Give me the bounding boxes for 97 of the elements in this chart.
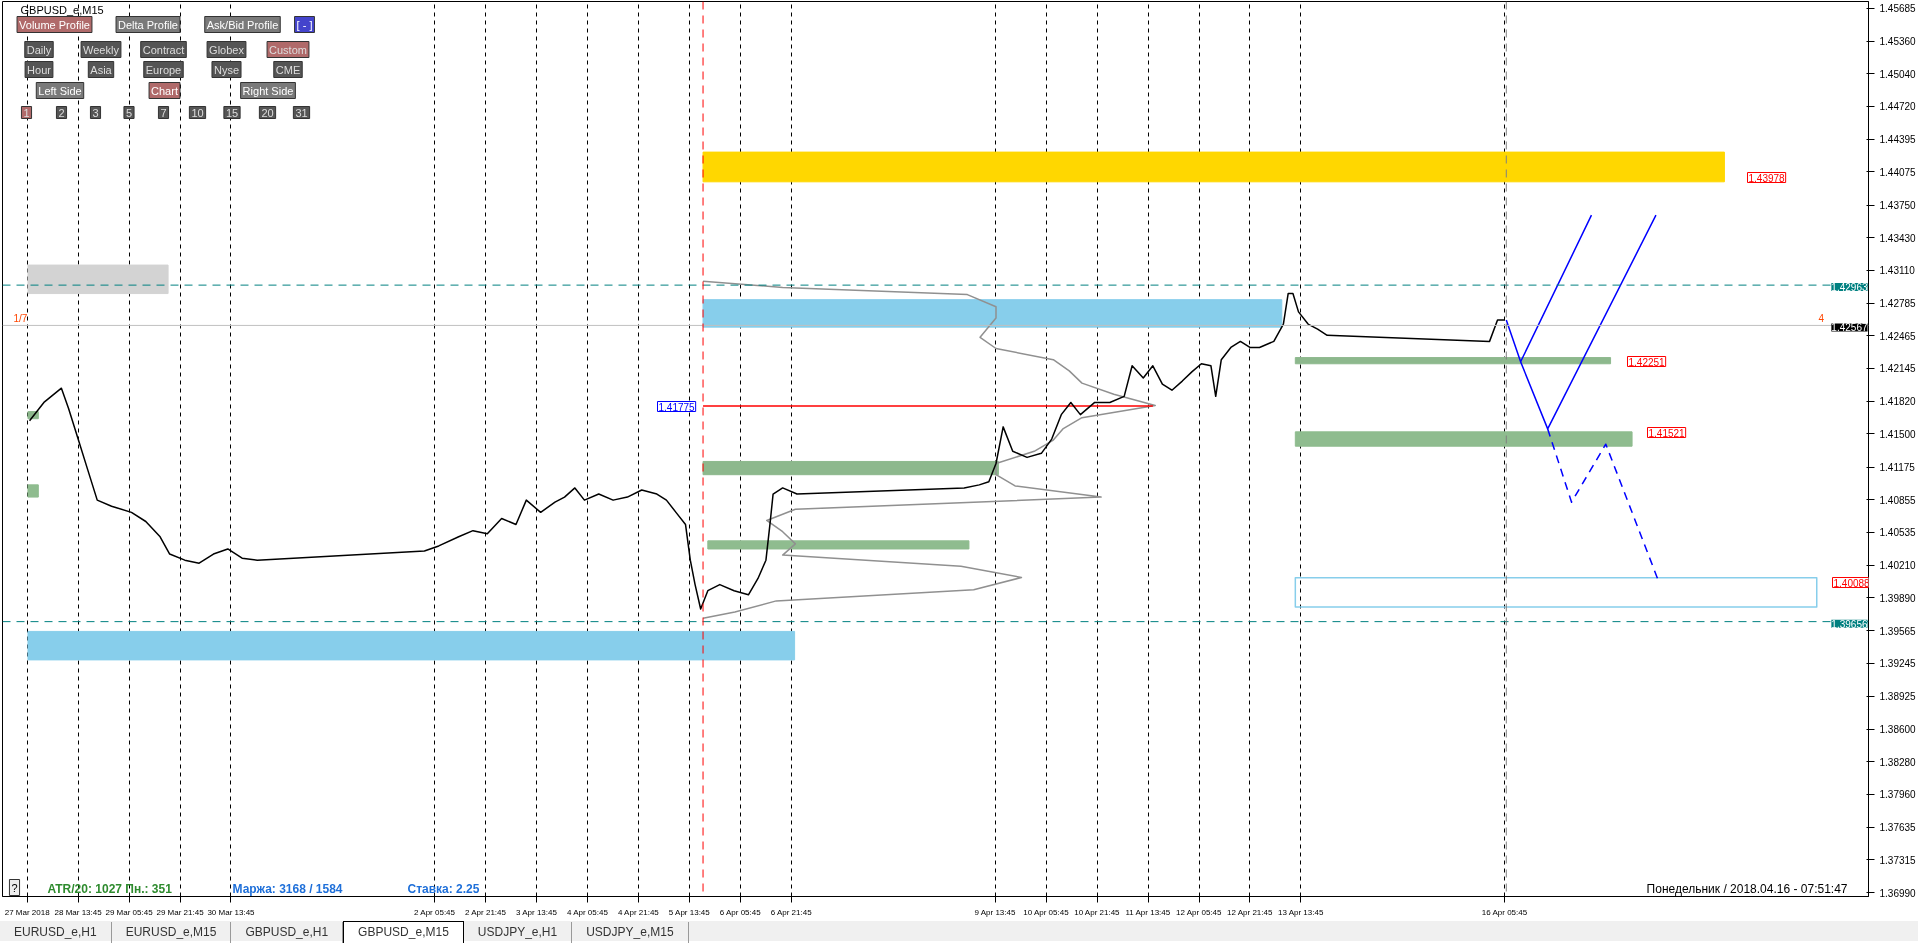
annotation: Nyse <box>213 63 240 76</box>
y-tick-label: 1.38925 <box>1879 691 1917 703</box>
y-tick-label: 1.39890 <box>1879 592 1917 604</box>
y-tick-label: 1.36990 <box>1879 887 1917 899</box>
y-tick-label: 1.37635 <box>1879 822 1917 834</box>
y-tick-label: 1.40855 <box>1879 494 1917 506</box>
annotation: Globex <box>209 43 245 56</box>
annotation: 31 <box>295 106 308 119</box>
x-tick-label: 6 Apr 21:45 <box>770 907 813 917</box>
annotation: 1.41521 <box>1648 427 1686 439</box>
text: EURUSD_e,M15 <box>111 922 232 943</box>
x-tick-label: 12 Apr 05:45 <box>1176 907 1223 917</box>
annotation: Chart <box>151 84 178 97</box>
annotation: 2 <box>58 106 65 119</box>
x-tick-label: 12 Apr 21:45 <box>1227 907 1273 917</box>
y-tick-label: 1.42465 <box>1879 330 1917 342</box>
x-tick-label: 3 Apr 13:45 <box>515 907 558 917</box>
y-tick-label: 1.43110 <box>1879 265 1916 277</box>
ref-line-label: 1.42567 <box>1831 322 1868 334</box>
annotation: Ставка: 2.25 <box>407 881 480 896</box>
x-tick-label: 4 Apr 05:45 <box>566 907 609 917</box>
annotation: Right Side <box>242 84 294 97</box>
y-tick-label: 1.45360 <box>1879 36 1917 48</box>
x-tick-label: 30 Mar 13:45 <box>207 907 256 917</box>
annotation: 1.41775 <box>658 401 696 413</box>
x-tick-label: 10 Apr 05:45 <box>1023 907 1070 917</box>
y-tick-label: 1.42145 <box>1879 363 1917 375</box>
text: USDJPY_e,H1 <box>463 922 573 943</box>
x-tick-label: 29 Mar 21:45 <box>156 907 205 917</box>
annotation: Custom <box>269 43 307 56</box>
annotation: 1/7 <box>13 312 28 324</box>
y-tick-label: 1.44720 <box>1879 101 1917 113</box>
chart-title: GBPUSD_e,M15 <box>20 3 104 16</box>
y-tick-label: 1.42785 <box>1879 298 1917 310</box>
y-tick-label: 1.38280 <box>1879 756 1917 768</box>
annotation: 7 <box>160 106 167 119</box>
annotation: 4 <box>1818 312 1825 324</box>
annotation: 1.42251 <box>1628 356 1666 368</box>
ref-line-label: 1.42963 <box>1831 282 1868 294</box>
y-tick-label: 1.37315 <box>1879 854 1917 866</box>
annotation: Ask/Bid Profile <box>206 18 279 31</box>
annotation: ? <box>11 881 18 894</box>
x-tick-label: 9 Apr 13:45 <box>974 907 1016 917</box>
x-tick-label: 16 Apr 05:45 <box>1481 907 1528 917</box>
x-tick-label: 4 Apr 21:45 <box>617 907 660 917</box>
annotation: 15 <box>225 106 239 119</box>
annotation: Маржа: 3168 / 1584 <box>232 881 343 896</box>
x-tick-label: 2 Apr 05:45 <box>414 907 456 917</box>
annotation: 1.40088 <box>1833 577 1871 589</box>
text: USDJPY_e,M15 <box>572 922 689 943</box>
x-tick-label: 28 Mar 13:45 <box>54 907 103 917</box>
annotation: 5 <box>125 106 133 119</box>
annotation: 1 <box>23 106 30 119</box>
y-tick-label: 1.37960 <box>1879 789 1917 801</box>
y-tick-label: 1.44395 <box>1879 134 1917 146</box>
y-tick-label: 1.41820 <box>1879 396 1917 408</box>
annotation: Volume Profile <box>19 18 90 31</box>
x-tick-label: 2 Apr 21:45 <box>465 907 507 917</box>
annotation: CME <box>275 63 301 76</box>
annotation: Asia <box>90 63 113 76</box>
annotation: Delta Profile <box>118 18 178 31</box>
x-tick-label: 5 Apr 13:45 <box>668 907 711 917</box>
text: GBPUSD_e,H1 <box>231 922 344 943</box>
annotation: Weekly <box>83 43 120 56</box>
y-tick-label: 1.41175 <box>1879 462 1916 474</box>
y-tick-label: 1.39565 <box>1879 625 1917 637</box>
x-tick-label: 10 Apr 21:45 <box>1074 907 1121 917</box>
x-tick-label: 6 Apr 05:45 <box>719 907 762 917</box>
text: EURUSD_e,H1 <box>0 922 112 943</box>
y-tick-label: 1.39245 <box>1879 658 1917 670</box>
y-tick-label: 1.45040 <box>1879 68 1917 80</box>
annotation: Daily <box>26 43 52 56</box>
y-tick-label: 1.40535 <box>1879 527 1917 539</box>
annotation: 10 <box>191 106 204 119</box>
annotation: Понедельник / 2018.04.16 - 07:51:47 <box>1646 881 1848 896</box>
y-tick-label: 1.38600 <box>1879 724 1917 736</box>
y-tick-label: 1.45685 <box>1879 3 1917 15</box>
x-tick-label: 27 Mar 2018 <box>4 907 51 917</box>
annotation: ATR/20: 1027 Пн.: 351 <box>47 881 173 896</box>
y-tick-label: 1.40210 <box>1879 560 1917 572</box>
ref-line-label: 1.39656 <box>1831 618 1868 630</box>
y-tick-label: 1.41500 <box>1879 428 1917 440</box>
y-tick-label: 1.43430 <box>1879 232 1917 244</box>
annotation: Hour <box>27 63 52 76</box>
annotation: Left Side <box>38 84 82 97</box>
annotation: 20 <box>261 106 274 119</box>
text: GBPUSD_e,M15 <box>343 921 464 943</box>
y-tick-label: 1.43750 <box>1879 200 1917 212</box>
x-tick-label: 13 Apr 13:45 <box>1277 907 1324 917</box>
x-tick-label: 29 Mar 05:45 <box>105 907 154 917</box>
annotation: Europe <box>145 63 182 76</box>
annotation: 3 <box>92 106 99 119</box>
annotation: [ - ] <box>296 18 313 31</box>
annotation: Contract <box>142 43 185 56</box>
annotation: 1.43978 <box>1748 172 1786 184</box>
x-tick-label: 11 Apr 13:45 <box>1125 907 1171 917</box>
y-tick-label: 1.44075 <box>1879 166 1917 178</box>
